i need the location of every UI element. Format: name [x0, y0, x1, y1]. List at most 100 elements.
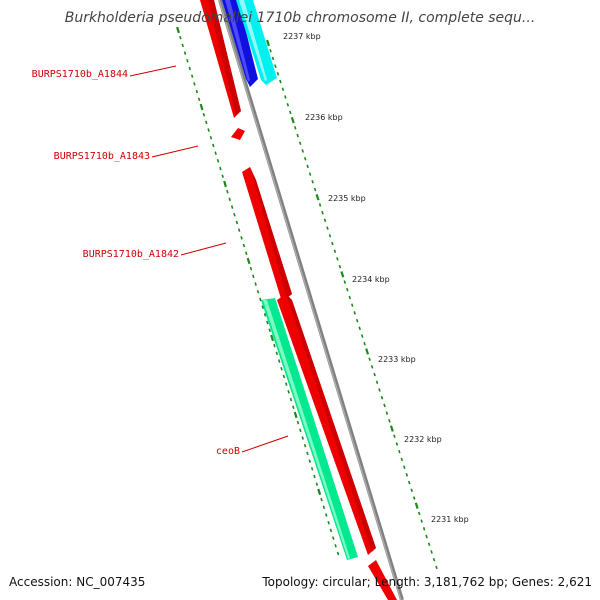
backbone-line	[218, 0, 404, 600]
outer-tick-mark	[176, 26, 180, 34]
scale-tick-mark	[353, 311, 356, 315]
outer-tick-mark	[199, 103, 204, 111]
gene-label-a1844[interactable]: BURPS1710b_A1844	[31, 69, 128, 80]
outer-tick-mark	[334, 544, 337, 548]
scale-tick-mark	[308, 172, 312, 176]
scale-tick-mark	[298, 141, 302, 146]
scale-tick-mark	[365, 348, 370, 355]
outer-tick-mark	[287, 390, 290, 394]
outer-tick-mark	[188, 66, 191, 71]
scale-tick-mark	[274, 64, 277, 68]
scale-tick-mark	[355, 318, 359, 323]
outer-tick-mark	[320, 497, 323, 502]
genome-summary-text: Topology: circular; Length: 3,181,762 bp…	[262, 575, 592, 589]
kbp-label-2234: 2234 kbp	[352, 275, 390, 284]
scale-tick-mark	[266, 39, 270, 47]
scale-tick-mark	[383, 403, 386, 408]
scale-tick-mark	[326, 226, 329, 230]
outer-tick-mark	[263, 313, 267, 317]
scale-tick-mark	[271, 56, 275, 61]
scale-tick-mark	[276, 72, 280, 76]
gene-arrow-bottom[interactable]	[368, 560, 397, 600]
scale-tick-mark	[389, 425, 394, 432]
outer-tick-mark	[310, 467, 314, 471]
gene-arrow-a1843[interactable]	[231, 128, 245, 140]
scale-tick-mark	[435, 565, 438, 570]
scale-tick-mark	[346, 287, 349, 292]
scale-tick-mark	[417, 511, 421, 516]
scale-tick-mark	[301, 149, 304, 153]
outer-tick-mark	[266, 320, 269, 325]
outer-tick-mark	[202, 112, 206, 117]
outer-tick-mark	[205, 120, 208, 125]
outer-tick-mark	[315, 482, 319, 486]
outer-tick-mark	[301, 436, 304, 440]
outer-tick-mark	[242, 243, 246, 248]
scale-tick-mark	[405, 473, 409, 477]
scale-tick-mark	[281, 87, 285, 92]
outer-tick-mark	[233, 212, 236, 217]
outer-tick-mark	[282, 374, 286, 379]
outer-tick-mark	[240, 236, 243, 240]
outer-tick-mark	[280, 366, 283, 371]
scale-tick-mark	[318, 203, 322, 207]
scale-tick-mark	[380, 395, 384, 400]
scale-tick-mark	[343, 280, 347, 284]
scale-tick-mark	[420, 519, 423, 523]
outer-tick-mark	[193, 82, 196, 86]
scale-tick-mark	[328, 234, 332, 238]
outer-tick-mark	[246, 257, 251, 265]
outer-tick-mark	[292, 405, 295, 410]
scale-tick-mark	[378, 388, 381, 392]
outer-tick-mark	[329, 528, 333, 533]
kbp-label-2236: 2236 kbp	[305, 113, 343, 122]
scale-tick-mark	[385, 411, 389, 415]
outer-tick-mark	[317, 488, 322, 496]
scale-tick-mark	[289, 110, 292, 115]
scale-tick-mark	[375, 380, 379, 385]
kbp-tick-track	[176, 26, 438, 570]
scale-tick-mark	[290, 116, 295, 124]
scale-tick-mark	[425, 534, 428, 539]
scale-tick-mark	[294, 126, 297, 130]
outer-tick-mark	[190, 74, 194, 78]
scale-tick-mark	[400, 457, 404, 462]
scale-tick-mark	[360, 334, 364, 338]
gene-label-a1843[interactable]: BURPS1710b_A1843	[53, 151, 150, 162]
outer-tick-mark	[296, 420, 300, 425]
kbp-label-2235: 2235 kbp	[328, 194, 366, 203]
scale-tick-mark	[313, 187, 317, 192]
outer-tick-mark	[207, 128, 210, 132]
outer-tick-mark	[252, 274, 255, 279]
outer-tick-mark	[186, 59, 189, 63]
outer-tick-mark	[306, 451, 309, 456]
scale-tick-mark	[333, 249, 337, 253]
outer-tick-mark	[336, 551, 340, 556]
outer-tick-mark	[209, 135, 213, 140]
outer-tick-mark	[261, 305, 264, 309]
scale-tick-mark	[348, 295, 352, 300]
gene-label-ceob[interactable]: ceoB	[215, 446, 240, 457]
outer-tick-mark	[289, 397, 293, 402]
kbp-label-2233: 2233 kbp	[378, 355, 416, 364]
scale-tick-mark	[363, 341, 366, 346]
scale-tick-mark	[414, 502, 419, 509]
accession-text: Accession: NC_007435	[9, 575, 146, 589]
scale-tick-mark	[306, 164, 309, 169]
outer-tick-mark	[277, 359, 281, 363]
outer-tick-mark	[325, 513, 328, 517]
scale-tick-mark	[311, 180, 314, 184]
scale-tick-mark	[412, 496, 416, 500]
outer-tick-mark	[254, 282, 257, 286]
backbone-line-highlight	[218, 0, 402, 600]
outer-tick-mark	[268, 328, 271, 333]
gene-label-a1842[interactable]: BURPS1710b_A1842	[82, 249, 179, 260]
outer-tick-mark	[226, 189, 229, 194]
gene-arrow-a1844-shade	[208, 0, 241, 115]
gene-arrow-blue-highlight	[225, 0, 250, 82]
gene-arrow-cyan-highlight	[239, 0, 267, 81]
kbp-label-2231: 2231 kbp	[431, 515, 469, 524]
scale-tick-mark	[430, 550, 433, 554]
outer-tick-mark	[212, 143, 215, 148]
